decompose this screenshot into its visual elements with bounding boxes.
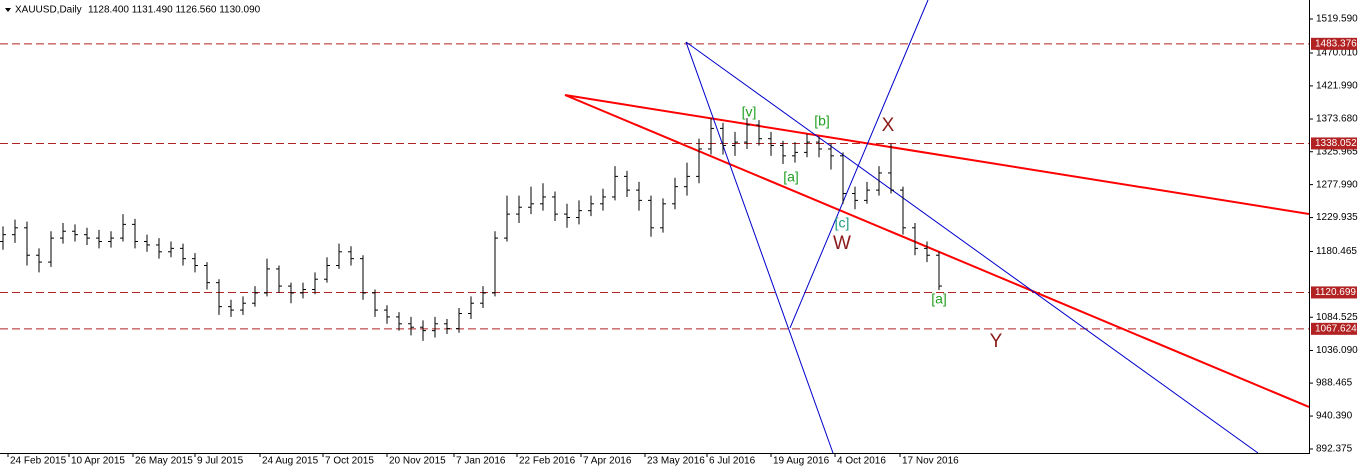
x-tick-label: 24 Feb 2015 <box>10 456 67 467</box>
wave-label: Y <box>990 331 1003 352</box>
x-tick-label: 9 Jul 2015 <box>197 456 244 467</box>
y-tick-label: 1277.990 <box>1316 179 1358 190</box>
level-label: 1120.699 <box>1315 287 1356 298</box>
level-tag <box>1311 322 1357 335</box>
level-tag <box>1311 286 1357 299</box>
level-tag <box>1311 137 1357 150</box>
level-label: 1067.624 <box>1315 323 1357 334</box>
x-tick-label: 7 Oct 2015 <box>325 456 374 467</box>
trendline <box>564 94 1309 408</box>
y-tick-label: 1229.935 <box>1316 212 1358 223</box>
chart-title: XAUUSD,Daily <box>15 5 82 16</box>
x-tick-label: 24 Aug 2015 <box>262 456 319 467</box>
wave-label: X <box>882 115 895 136</box>
menu-arrow[interactable] <box>5 8 11 12</box>
wave-label: [v] <box>742 104 757 120</box>
level-label: 1338.052 <box>1315 138 1357 149</box>
y-tick-label: 1373.680 <box>1316 114 1358 125</box>
level-tag <box>1311 37 1357 50</box>
x-tick-label: 7 Jan 2016 <box>456 456 506 467</box>
x-tick-label: 10 Apr 2015 <box>71 456 125 467</box>
ohlc-header: 1128.400 1131.490 1126.560 1130.090 <box>88 5 261 16</box>
x-tick-label: 22 Feb 2016 <box>519 456 576 467</box>
trendline <box>685 41 1259 453</box>
wave-label: W <box>833 233 851 254</box>
x-tick-label: 19 Aug 2016 <box>773 456 830 467</box>
y-tick-label: 1180.465 <box>1316 246 1357 257</box>
y-tick-label: 1084.525 <box>1316 312 1358 323</box>
y-tick-label: 892.375 <box>1316 444 1353 455</box>
x-tick-label: 17 Nov 2016 <box>902 456 959 467</box>
x-tick-label: 26 May 2015 <box>135 456 193 467</box>
y-tick-label: 1325.965 <box>1316 146 1358 157</box>
x-tick-label: 23 May 2016 <box>647 456 705 467</box>
y-tick-label: 1036.090 <box>1316 345 1358 356</box>
x-tick-label: 4 Oct 2016 <box>837 456 886 467</box>
plot-area <box>0 0 1309 453</box>
x-tick-label: 20 Nov 2015 <box>389 456 446 467</box>
wave-label: [b] <box>814 113 830 129</box>
trendline <box>789 0 929 329</box>
trendline <box>685 41 834 453</box>
y-tick-label: 1421.990 <box>1316 81 1358 92</box>
trendline <box>564 94 1309 215</box>
wave-label: [a] <box>931 291 947 307</box>
y-tick-label: 1519.590 <box>1316 14 1358 25</box>
x-tick-label: 6 Jul 2016 <box>709 456 756 467</box>
level-label: 1483.376 <box>1315 38 1357 49</box>
y-tick-label: 988.465 <box>1316 378 1353 389</box>
y-tick-label: 1470.010 <box>1316 48 1358 59</box>
y-tick-label: 940.390 <box>1316 411 1353 422</box>
wave-label: [a] <box>783 169 799 185</box>
wave-label: [c] <box>835 215 850 231</box>
x-tick-label: 7 Apr 2016 <box>583 456 632 467</box>
